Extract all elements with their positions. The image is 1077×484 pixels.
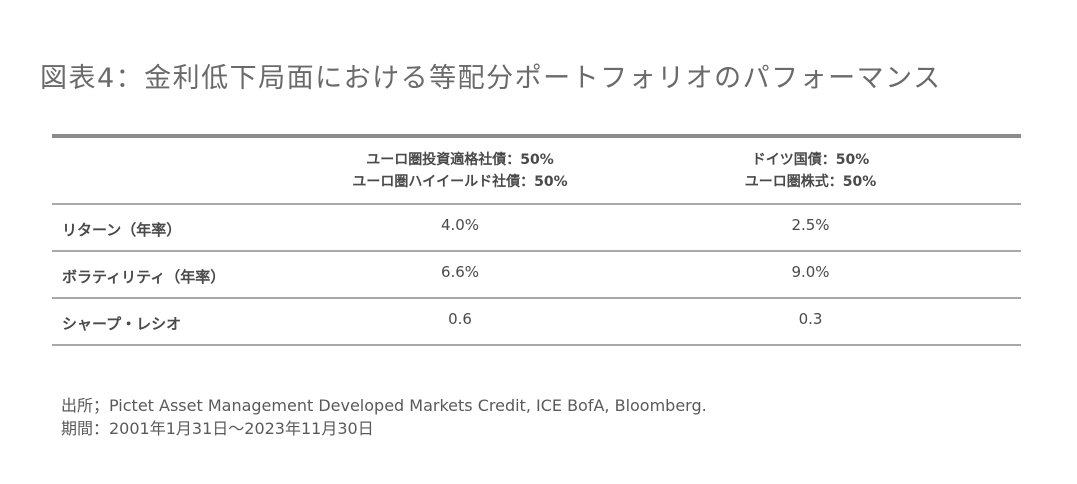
sharpe-portfolio-2: 0.3 [798,309,823,328]
table-row: シャープ・レシオ 0.6 0.3 [52,299,1021,346]
page-title: 図表4：金利低下局面における等配分ポートフォリオのパフォーマンス [40,63,942,95]
volatility-portfolio-2: 9.0% [791,262,830,281]
sharpe-portfolio-1: 0.6 [448,309,472,328]
row-label-return: リターン（年率） [62,221,182,239]
header-portfolio-1-line-2: ユーロ圏ハイイールド社債：50% [352,173,568,190]
performance-table: ユーロ圏投資適格社債：50% ユーロ圏ハイイールド社債：50% ドイツ国債：50… [52,134,1021,346]
table-top-rule [52,134,1021,138]
table-header-row: ユーロ圏投資適格社債：50% ユーロ圏ハイイールド社債：50% ドイツ国債：50… [52,138,1021,205]
return-portfolio-1: 4.0% [440,215,480,234]
header-portfolio-2-line-2: ユーロ圏株式：50% [744,173,877,190]
row-label-volatility: ボラティリティ（年率） [62,268,226,286]
footnote: 出所；Pictet Asset Management Developed Mar… [61,394,707,440]
header-portfolio-2-line-1: ドイツ国債：50% [751,151,870,168]
volatility-portfolio-1: 6.6% [440,262,480,281]
table-row: ボラティリティ（年率） 6.6% 9.0% [52,252,1021,299]
footnote-source: 出所；Pictet Asset Management Developed Mar… [61,396,707,415]
table-row: リターン（年率） 4.0% 2.5% [52,205,1021,252]
header-portfolio-1-line-1: ユーロ圏投資適格社債：50% [366,151,554,168]
return-portfolio-2: 2.5% [791,215,830,234]
footnote-period: 期間：2001年1月31日〜2023年11月30日 [61,419,374,438]
header-portfolio-1: ユーロ圏投資適格社債：50% ユーロ圏ハイイールド社債：50% [320,149,600,193]
row-label-sharpe-ratio: シャープ・レシオ [62,315,182,333]
header-portfolio-2: ドイツ国債：50% ユーロ圏株式：50% [600,149,1021,193]
